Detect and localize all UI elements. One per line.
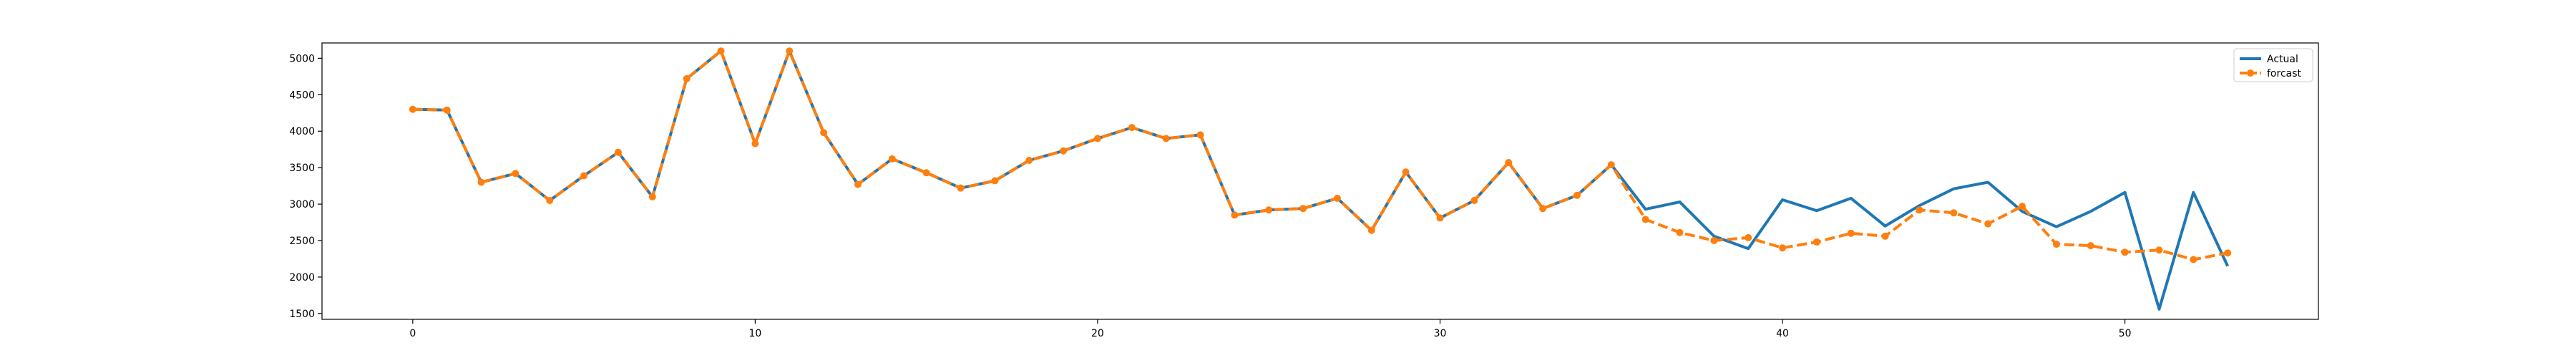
data-point [1231, 211, 1239, 219]
data-point [820, 129, 828, 137]
data-point [888, 155, 896, 163]
data-point [580, 172, 588, 180]
data-point [443, 106, 451, 114]
data-point [1333, 194, 1341, 202]
data-point [1916, 206, 1923, 214]
series-line-forcast [412, 49, 2228, 261]
data-point [546, 196, 554, 204]
data-point [1196, 131, 1204, 139]
data-point [1436, 214, 1444, 222]
data-point [1881, 232, 1889, 240]
data-point [751, 140, 759, 147]
data-point [922, 169, 930, 177]
series-forcast [409, 47, 2232, 263]
data-point [717, 47, 725, 55]
data-point [2087, 242, 2094, 250]
y-tick-label: 4500 [289, 90, 315, 101]
data-point [614, 148, 622, 156]
plot-area [409, 47, 2232, 311]
data-point [1128, 124, 1136, 132]
x-tick-label: 0 [409, 328, 416, 339]
y-tick-label: 3500 [289, 163, 315, 174]
legend-marker [2247, 69, 2254, 77]
legend-label-forcast: forcast [2267, 68, 2302, 79]
data-point [1745, 233, 1752, 241]
data-point [2190, 256, 2197, 263]
data-point [2224, 249, 2232, 257]
data-point [1402, 168, 1410, 176]
data-point [1573, 191, 1581, 199]
data-point [1847, 229, 1855, 237]
data-point [991, 177, 999, 185]
data-point [1367, 226, 1375, 234]
data-point [1779, 244, 1787, 252]
data-point [1025, 156, 1033, 164]
data-point [1813, 238, 1820, 246]
data-point [957, 184, 965, 192]
y-tick-label: 3000 [289, 199, 315, 211]
data-point [409, 105, 416, 113]
y-tick-label: 5000 [289, 53, 315, 64]
x-tick-label: 50 [2119, 328, 2132, 339]
data-point [786, 47, 794, 55]
data-point [477, 178, 485, 186]
data-point [854, 180, 862, 188]
data-point [1539, 205, 1547, 213]
data-point [648, 193, 656, 200]
y-tick-label: 2000 [289, 272, 315, 284]
data-point [1470, 196, 1478, 204]
data-point [1950, 209, 1958, 217]
data-point [1676, 228, 1684, 236]
data-point [1299, 205, 1307, 213]
legend-label-actual: Actual [2267, 54, 2298, 65]
x-tick-label: 20 [1091, 328, 1104, 339]
x-tick-label: 30 [1434, 328, 1447, 339]
data-point [2019, 203, 2026, 211]
data-point [2155, 246, 2163, 254]
data-point [1607, 161, 1615, 169]
data-point [1060, 147, 1068, 155]
axes: 0 10 20 30 40 50 1500 2000 2500 3000 3500 4000 4500 5… [289, 42, 2319, 339]
data-point [512, 170, 519, 178]
data-point [1093, 135, 1101, 142]
data-point [2052, 241, 2060, 248]
data-point [1265, 206, 1273, 214]
legend: Actual forcast [2233, 48, 2313, 82]
data-point [1505, 159, 1513, 167]
data-point [683, 74, 691, 82]
data-point [1984, 220, 1992, 228]
axes-frame [321, 42, 2319, 320]
y-tick-label: 1500 [289, 309, 315, 320]
data-point [1162, 135, 1170, 142]
y-tick-label: 2500 [289, 236, 315, 247]
data-point [1641, 216, 1649, 223]
data-point [2121, 248, 2129, 256]
x-tick-label: 40 [1776, 328, 1789, 339]
y-tick-label: 4000 [289, 126, 315, 137]
data-point [1710, 237, 1718, 245]
x-tick-label: 10 [748, 328, 761, 339]
